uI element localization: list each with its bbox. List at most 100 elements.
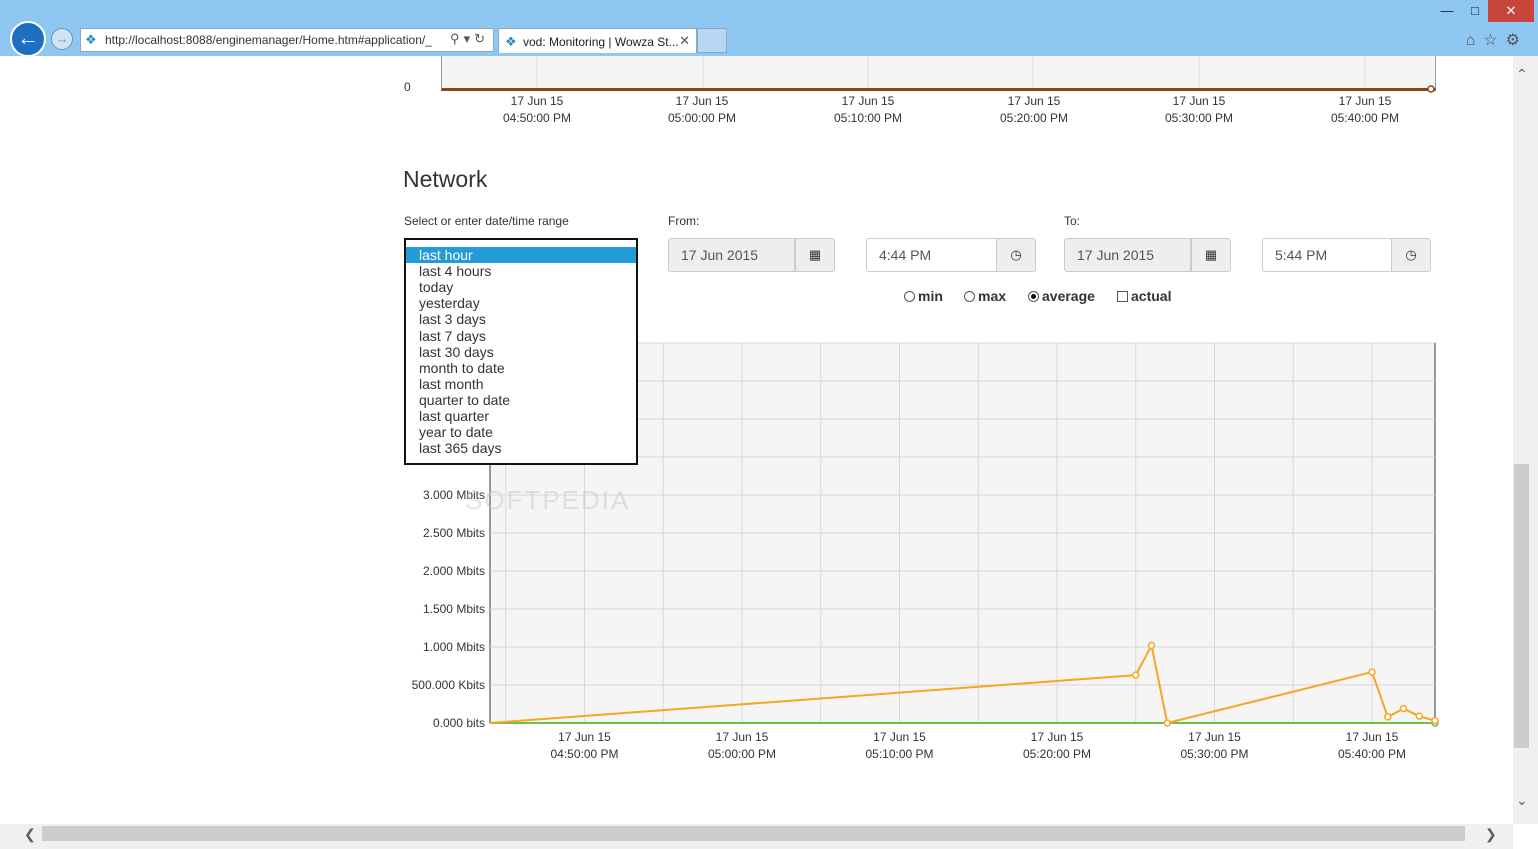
data-point [1399, 704, 1408, 713]
x-axis-tick: 17 Jun 15 04:50:00 PM [477, 93, 597, 127]
address-url[interactable]: http://localhost:8088/enginemanager/Home… [105, 33, 432, 47]
from-date-input[interactable]: 17 Jun 2015 [668, 238, 795, 272]
tick-date: 17 Jun 15 [1172, 94, 1226, 108]
from-time-input[interactable]: 4:44 PM [866, 238, 997, 272]
scroll-left-icon[interactable]: ❮ [24, 826, 36, 842]
y-axis-tick-label: 500.000 Kbits [412, 678, 485, 692]
range-option[interactable]: last 4 hours [419, 263, 492, 280]
y-axis-zero-label: 0 [404, 80, 411, 94]
tick-date: 17 Jun 15 [675, 94, 729, 108]
range-option[interactable]: last month [419, 375, 484, 392]
horizontal-scrollbar[interactable]: ❮ ❯ [0, 824, 1513, 849]
y-axis-tick-label: 1.500 Mbits [423, 602, 485, 616]
tab-monitoring[interactable]: ❖ vod: Monitoring | Wowza St... ✕ [498, 28, 697, 53]
data-point [1147, 641, 1156, 650]
clock-icon[interactable]: ◷ [996, 238, 1036, 272]
tick-time: 05:10:00 PM [833, 111, 903, 125]
x-axis-tick: 17 Jun 15 05:20:00 PM [974, 93, 1094, 127]
scroll-down-icon[interactable]: ⌄ [1516, 792, 1528, 808]
x-axis-tick-date: 17 Jun 15 [1188, 730, 1241, 744]
scroll-up-icon[interactable]: ⌃ [1516, 66, 1528, 82]
gear-icon[interactable]: ⚙ [1505, 32, 1528, 49]
x-axis-tick-date: 17 Jun 15 [558, 730, 611, 744]
range-option[interactable]: last hour [406, 247, 636, 263]
range-option[interactable]: year to date [419, 424, 493, 441]
back-arrow-icon[interactable]: ← [10, 21, 46, 57]
range-option[interactable]: last 3 days [419, 311, 486, 328]
mode-average-radio[interactable]: average [1028, 288, 1095, 304]
tab-title: vod: Monitoring | Wowza St... [523, 35, 679, 49]
maximize-button[interactable]: □ [1471, 3, 1479, 18]
calendar-icon[interactable]: ▦ [1191, 238, 1231, 272]
mode-max-radio[interactable]: max [964, 288, 1006, 304]
range-option[interactable]: yesterday [419, 295, 480, 312]
search-icon[interactable]: ⚲ [450, 31, 464, 46]
tab-close-icon[interactable]: ✕ [679, 33, 690, 48]
tick-time: 05:20:00 PM [999, 111, 1069, 125]
tick-date: 17 Jun 15 [1338, 94, 1392, 108]
data-point [1431, 716, 1439, 725]
data-point [1132, 671, 1140, 679]
range-option[interactable]: last 30 days [419, 343, 494, 360]
x-axis-tick-date: 17 Jun 15 [716, 730, 769, 744]
x-axis-tick-date: 17 Jun 15 [1346, 730, 1399, 744]
star-icon[interactable]: ☆ [1483, 32, 1506, 49]
mode-label: average [1042, 288, 1095, 304]
calendar-icon[interactable]: ▦ [795, 238, 835, 272]
range-option[interactable]: last quarter [419, 408, 490, 424]
to-label: To: [1064, 214, 1081, 228]
radio-icon[interactable] [964, 291, 975, 302]
mode-label: min [918, 288, 943, 304]
x-axis-tick-time: 05:30:00 PM [1180, 747, 1248, 761]
range-label: Select or enter date/time range [404, 214, 569, 228]
minimize-button[interactable]: — [1440, 3, 1454, 18]
range-option[interactable]: quarter to date [419, 391, 511, 408]
from-label: From: [668, 214, 700, 228]
wowza-favicon-icon: ❖ [85, 32, 97, 47]
mode-actual-checkbox[interactable]: actual [1117, 288, 1171, 304]
dropdown-icon[interactable]: ▾ [463, 31, 475, 46]
data-point [1368, 668, 1376, 676]
checkbox-icon[interactable] [1117, 291, 1128, 302]
page-content: 0 17 Jun 15 04:50:00 PM 17 Jun 15 05:00:00… [0, 56, 1513, 824]
mode-min-radio[interactable]: min [904, 288, 943, 304]
to-time-input[interactable]: 5:44 PM [1262, 238, 1393, 272]
data-point [1415, 712, 1423, 720]
data-point [1163, 719, 1171, 727]
x-axis-tick: 17 Jun 15 05:40:00 PM [1305, 93, 1425, 127]
browser-toolbar: ⌂☆⚙ [1466, 30, 1528, 50]
tick-time: 04:50:00 PM [502, 111, 572, 125]
wowza-tab-icon: ❖ [505, 34, 517, 49]
scroll-thumb[interactable] [42, 826, 1465, 841]
range-dropdown-list[interactable]: last hour last 4 hours today yesterday last … [404, 238, 638, 465]
scroll-right-icon[interactable]: ❯ [1485, 826, 1497, 842]
radio-checked-icon[interactable] [1028, 291, 1039, 302]
close-window-button[interactable]: ✕ [1488, 0, 1534, 22]
previous-chart-plot [441, 56, 1436, 91]
home-icon[interactable]: ⌂ [1465, 32, 1484, 49]
tick-time: 05:40:00 PM [1330, 111, 1400, 125]
x-axis-tick-time: 05:20:00 PM [1023, 747, 1091, 761]
refresh-icon[interactable]: ↻ [474, 31, 489, 46]
x-axis-tick: 17 Jun 15 05:30:00 PM [1139, 93, 1259, 127]
range-option[interactable]: month to date [419, 359, 505, 376]
radio-icon[interactable] [904, 291, 915, 302]
y-axis-tick-label: 3.000 Mbits [423, 488, 485, 502]
tick-time: 05:00:00 PM [667, 111, 737, 125]
to-date-input[interactable]: 17 Jun 2015 [1064, 238, 1191, 272]
x-axis-tick: 17 Jun 15 05:00:00 PM [642, 93, 762, 127]
range-option[interactable]: today [419, 279, 454, 296]
data-point [1427, 85, 1435, 93]
new-tab-button[interactable] [697, 28, 727, 53]
range-option[interactable]: last 365 days [419, 440, 502, 457]
address-bar[interactable]: ❖ http://localhost:8088/enginemanager/Ho… [80, 28, 494, 52]
clock-icon[interactable]: ◷ [1391, 238, 1431, 272]
forward-arrow-icon[interactable]: → [51, 28, 73, 50]
vertical-scrollbar[interactable]: ⌃ ⌄ [1513, 56, 1538, 824]
data-point [1384, 713, 1392, 721]
mode-label: actual [1131, 288, 1172, 304]
scroll-thumb[interactable] [1514, 464, 1529, 748]
range-option[interactable]: last 7 days [419, 327, 486, 344]
x-axis-tick-time: 05:40:00 PM [1338, 747, 1406, 761]
address-actions[interactable]: ⚲▾↻ [450, 31, 489, 47]
